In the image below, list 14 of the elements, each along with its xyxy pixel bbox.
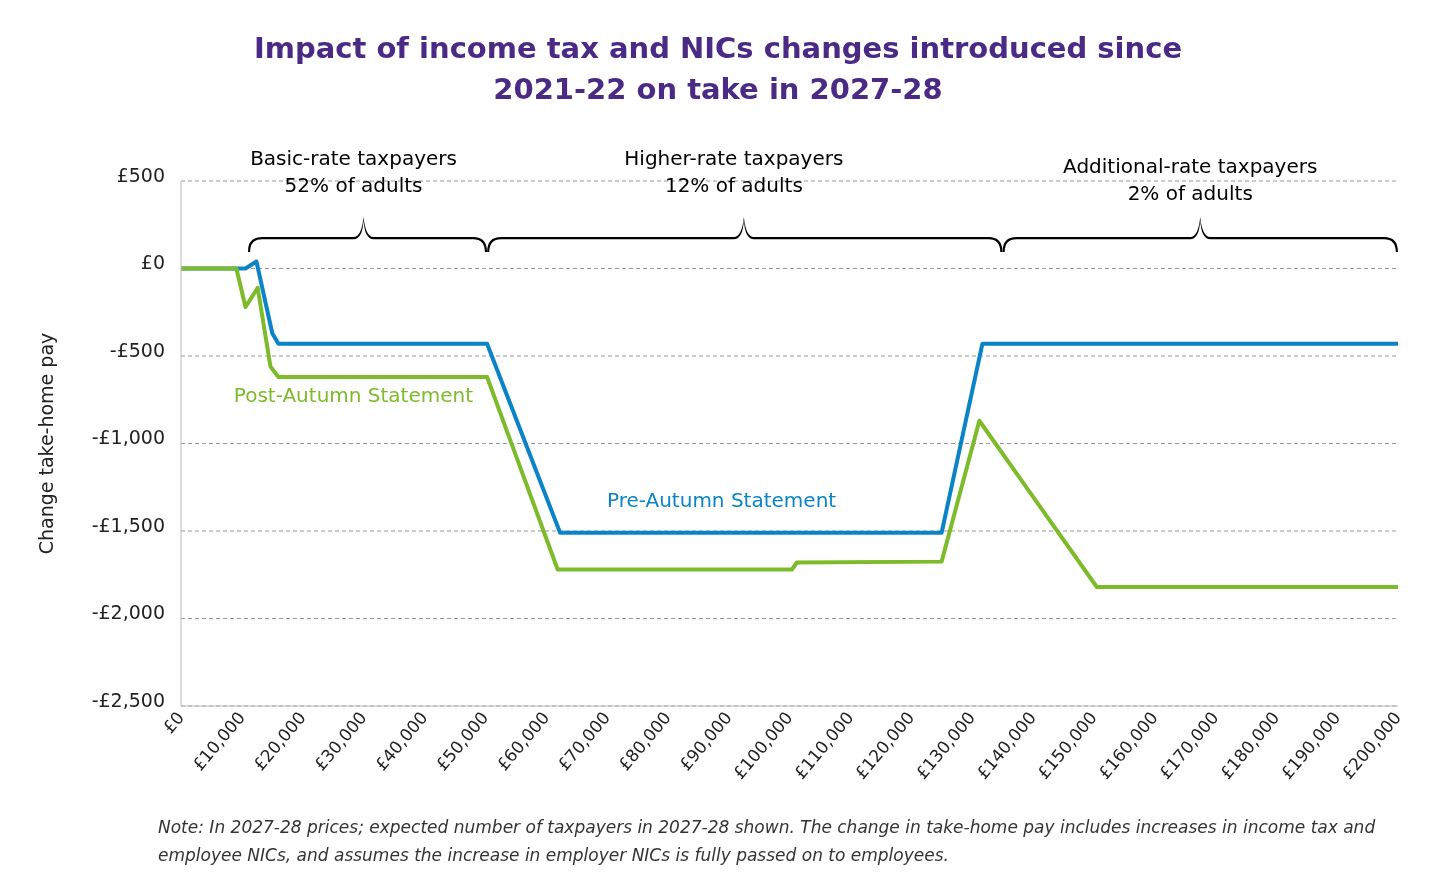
annotation: Basic-rate taxpayers 52% of adults (250, 146, 457, 197)
y-tick-label: -£1,000 (91, 426, 165, 449)
y-tick-label: £0 (140, 251, 165, 274)
series-label: Pre-Autumn Statement (606, 487, 837, 512)
annotation: Additional-rate taxpayers 2% of adults (1063, 154, 1318, 205)
y-axis-title: Change take-home pay (34, 332, 57, 555)
chart-title: Impact of income tax and NICs changes introduced since 2021-22 on take in 2027-28 (252, 30, 1184, 108)
series-label: Post-Autumn Statement (233, 382, 474, 407)
y-tick-label: -£1,500 (91, 513, 165, 536)
y-tick-label: -£2,000 (91, 601, 165, 624)
y-tick-label: -£500 (109, 338, 165, 361)
annotation: Higher-rate taxpayers 12% of adults (624, 146, 844, 197)
y-tick-label: £500 (116, 163, 165, 186)
text: Note: In 2027-28 prices; expected number of taxpayers in 2027-28 shown. The change in take-home pay includes increases in income tax and employee NICs, and assumes the increase in employer NICs is fully passed on to employees. (158, 816, 1377, 867)
